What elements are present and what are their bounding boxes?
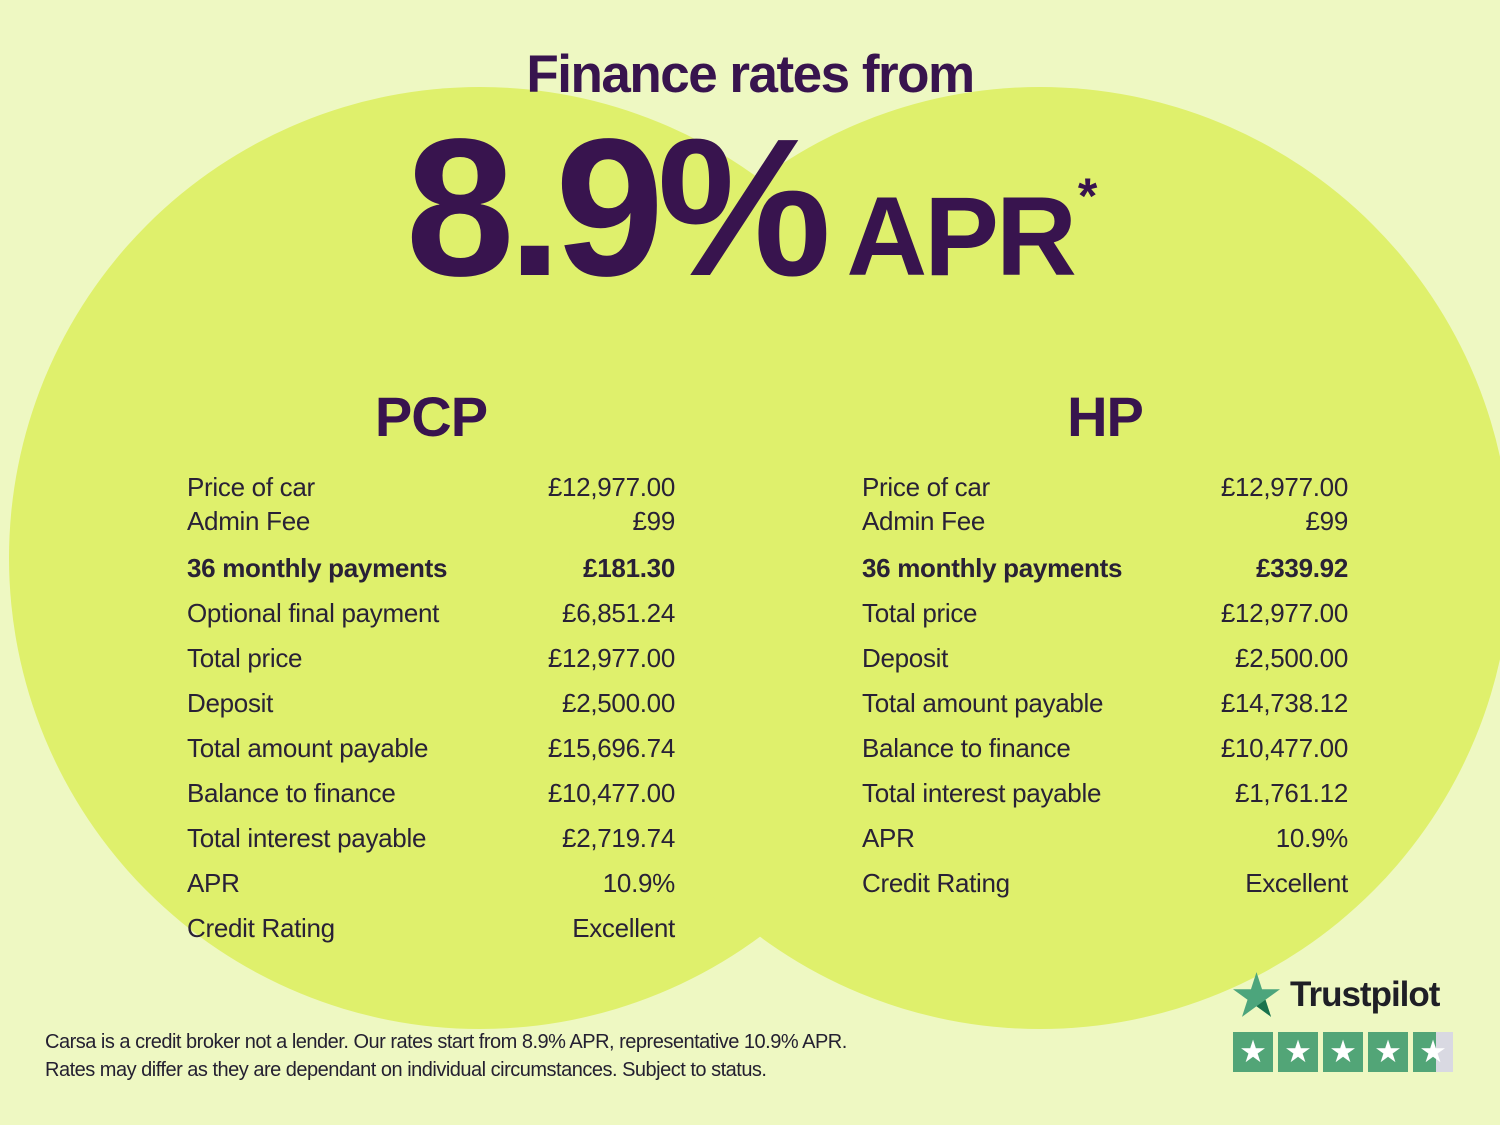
table-row: Total price £12,977.00 <box>187 636 675 681</box>
row-value: £99 <box>632 505 676 536</box>
rate-unit: APR* <box>846 171 1097 293</box>
hp-title: HP <box>1067 385 1144 448</box>
row-value: £2,500.00 <box>1235 643 1348 673</box>
row-label: Price of car <box>187 471 315 502</box>
row-label: Optional final payment <box>187 598 440 628</box>
trustpilot-star-icon <box>1233 972 1280 1017</box>
table-row-highlight: 36 monthly payments £181.30 <box>187 546 675 591</box>
table-row-highlight: 36 monthly payments £339.92 <box>862 546 1348 591</box>
table-row: Admin Fee £99 <box>187 504 675 538</box>
row-value: £12,977.00 <box>547 643 675 673</box>
row-label: 36 monthly payments <box>187 553 448 583</box>
row-value: £12,977.00 <box>1220 598 1348 628</box>
rate-value: 8.9% <box>405 98 832 317</box>
table-row: Credit Rating Excellent <box>862 861 1348 906</box>
table-row: Balance to finance £10,477.00 <box>187 771 675 816</box>
row-value: £2,719.74 <box>562 823 675 853</box>
table-row: Total amount payable £14,738.12 <box>862 681 1348 726</box>
row-label: Total price <box>862 598 978 628</box>
row-label: APR <box>862 823 915 853</box>
legal-disclaimer: Carsa is a credit broker not a lender. O… <box>45 1028 925 1084</box>
row-label: Balance to finance <box>862 733 1071 763</box>
row-label: Credit Rating <box>187 913 335 943</box>
row-label: Admin Fee <box>187 505 311 536</box>
star-full-icon: ★ <box>1233 1032 1273 1072</box>
row-label: Total interest payable <box>187 823 427 853</box>
hp-column: HP Price of car £12,977.00 Admin Fee £99… <box>862 0 1348 1125</box>
table-row: APR 10.9% <box>862 816 1348 861</box>
row-value: £12,977.00 <box>1220 471 1348 502</box>
row-label: Total price <box>187 643 303 673</box>
hp-table: Price of car £12,977.00 Admin Fee £99 36… <box>862 470 1348 906</box>
background-circle-right <box>569 87 1500 1029</box>
star-full-icon: ★ <box>1368 1032 1408 1072</box>
row-value: £10,477.00 <box>1220 733 1348 763</box>
star-full-icon: ★ <box>1278 1032 1318 1072</box>
row-value: £99 <box>1305 505 1349 536</box>
rate-lockup: 8.9% APR* <box>0 110 1500 306</box>
row-value: £14,738.12 <box>1220 688 1348 718</box>
row-label: Admin Fee <box>862 505 986 536</box>
star-full-icon: ★ <box>1323 1032 1363 1072</box>
row-value: 10.9% <box>602 868 676 898</box>
star-glyph: ★ <box>1374 1033 1402 1069</box>
trustpilot-wordmark: Trustpilot <box>1290 974 1440 1014</box>
row-value: £2,500.00 <box>562 688 675 718</box>
row-value: £1,761.12 <box>1235 778 1348 808</box>
row-value: £15,696.74 <box>547 733 675 763</box>
row-value: £6,851.24 <box>562 598 675 628</box>
row-label: Total amount payable <box>862 688 1104 718</box>
row-value: £10,477.00 <box>547 778 675 808</box>
row-value: £12,977.00 <box>547 471 675 502</box>
row-label: Deposit <box>862 643 949 673</box>
rate-footnote-marker: * <box>1077 168 1098 224</box>
table-row: APR 10.9% <box>187 861 675 906</box>
table-row: Total interest payable £1,761.12 <box>862 771 1348 816</box>
row-label: Total amount payable <box>187 733 429 763</box>
star-glyph: ★ <box>1239 1033 1267 1069</box>
trustpilot-logo: Trustpilot <box>1233 972 1440 1017</box>
star-glyph: ★ <box>1329 1033 1357 1069</box>
trustpilot-rating-4-5-stars: ★ ★ ★ ★ ★ <box>1233 1032 1453 1072</box>
row-value: £339.92 <box>1256 553 1348 583</box>
row-value: £181.30 <box>583 553 675 583</box>
table-row: Deposit £2,500.00 <box>187 681 675 726</box>
row-label: APR <box>187 868 240 898</box>
row-label: Total interest payable <box>862 778 1102 808</box>
row-value: Excellent <box>572 913 675 943</box>
star-glyph: ★ <box>1419 1033 1447 1069</box>
row-value: Excellent <box>1245 868 1348 898</box>
disclaimer-line-1: Carsa is a credit broker not a lender. O… <box>45 1031 847 1053</box>
table-row: Balance to finance £10,477.00 <box>862 726 1348 771</box>
pcp-column: PCP Price of car £12,977.00 Admin Fee £9… <box>187 0 675 1125</box>
table-row: Total price £12,977.00 <box>862 591 1348 636</box>
pcp-title: PCP <box>374 385 488 448</box>
row-label: Credit Rating <box>862 868 1010 898</box>
table-row: Admin Fee £99 <box>862 504 1348 538</box>
star-half-icon: ★ <box>1413 1032 1453 1072</box>
headline: Finance rates from <box>526 45 975 104</box>
row-label: Price of car <box>862 471 990 502</box>
row-label: Deposit <box>187 688 274 718</box>
table-row: Credit Rating Excellent <box>187 906 675 951</box>
row-value: 10.9% <box>1275 823 1349 853</box>
table-row: Total interest payable £2,719.74 <box>187 816 675 861</box>
table-row: Price of car £12,977.00 <box>187 470 675 504</box>
table-row: Deposit £2,500.00 <box>862 636 1348 681</box>
table-row: Price of car £12,977.00 <box>862 470 1348 504</box>
pcp-table: Price of car £12,977.00 Admin Fee £99 36… <box>187 470 675 951</box>
star-glyph: ★ <box>1284 1033 1312 1069</box>
row-label: 36 monthly payments <box>862 553 1123 583</box>
table-row: Total amount payable £15,696.74 <box>187 726 675 771</box>
row-label: Balance to finance <box>187 778 396 808</box>
rate-unit-text: APR <box>846 174 1076 299</box>
disclaimer-line-2: Rates may differ as they are dependant o… <box>45 1059 767 1081</box>
table-row: Optional final payment £6,851.24 <box>187 591 675 636</box>
